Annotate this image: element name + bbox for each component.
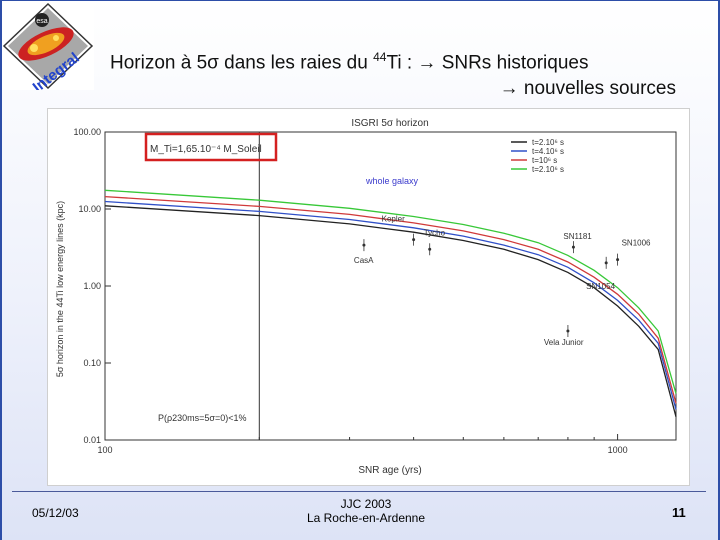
mass-highlight-box (144, 132, 278, 162)
chart-title: ISGRI 5σ horizon (351, 118, 428, 129)
source-label: Vela Junior (544, 338, 584, 347)
horizon-chart: ISGRI 5σ horizon SNR age (yrs) 5σ horizo… (47, 108, 690, 486)
page-number: 11 (672, 505, 686, 520)
series-line (104, 195, 677, 404)
title-superscript: 44 (373, 50, 387, 64)
slide-frame-right (718, 0, 720, 540)
series-line (104, 200, 677, 410)
probability-annotation: P(ρ230ms=5σ=0)<1% (158, 413, 246, 423)
source-label: SN1054 (586, 282, 615, 291)
y-tick-label: 100.00 (73, 127, 101, 137)
footer-event-location: La Roche-en-Ardenne (306, 511, 426, 525)
source-label: Tycho (424, 228, 446, 237)
mass-annotation: M_Ti=1,65.10⁻⁴ M_Soleil (150, 144, 262, 155)
footer-event-name: JJC 2003 (340, 497, 392, 511)
x-tick-label: 100 (97, 445, 112, 455)
y-tick-label: 1.00 (83, 281, 101, 291)
series-line (104, 189, 677, 394)
source-label: Kepler (382, 215, 405, 224)
slide-frame-left (0, 0, 2, 540)
x-axis-label: SNR age (yrs) (358, 465, 421, 476)
legend-label: t=2.10⁶ s (532, 165, 564, 174)
y-tick-label: 10.00 (78, 204, 101, 214)
footer-event: JJC 2003 La Roche-en-Ardenne (296, 497, 436, 525)
x-tick-label: 1000 (608, 445, 628, 455)
slide-title: Horizon à 5σ dans les raies du 44Ti : → … (110, 44, 676, 102)
whole-galaxy-label: whole galaxy (365, 176, 419, 186)
source-label: CasA (354, 256, 374, 265)
series-line (104, 205, 677, 417)
legend-label: t=4.10⁶ s (532, 147, 564, 156)
integral-logo: esa Integral (2, 2, 94, 96)
legend-label: t=2.10⁶ s (532, 138, 564, 147)
y-tick-label: 0.10 (83, 358, 101, 368)
source-label: SN1181 (563, 232, 592, 241)
title-line1-suffix: Ti : → SNRs historiques (386, 52, 589, 74)
legend-label: t=10⁶ s (532, 156, 557, 165)
footer-date: 05/12/03 (32, 506, 79, 520)
y-axis-label: 5σ horizon in the 44Ti low energy lines … (55, 201, 65, 377)
footer-separator (12, 491, 706, 492)
title-line2: → nouvelles sources (499, 78, 676, 100)
esa-logo-text: esa (36, 18, 47, 25)
y-tick-label: 0.01 (83, 435, 101, 445)
slide-frame-top (0, 0, 720, 1)
title-line1-prefix: Horizon à 5σ dans les raies du (110, 52, 374, 74)
source-label: SN1006 (622, 239, 651, 248)
